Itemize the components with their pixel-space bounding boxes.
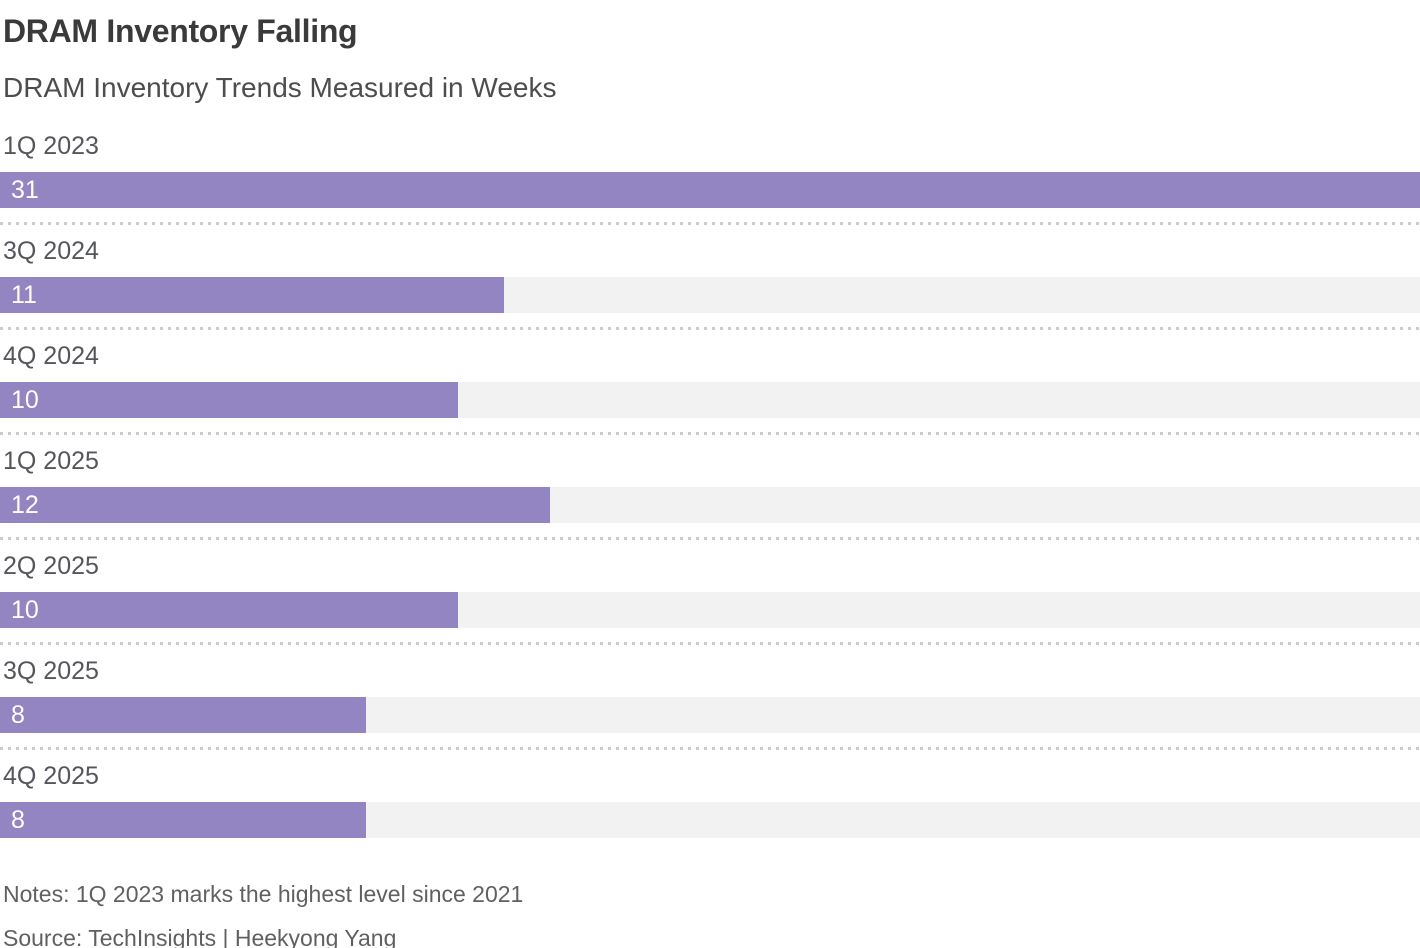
bar: 11 bbox=[0, 277, 504, 313]
chart-subtitle: DRAM Inventory Trends Measured in Weeks bbox=[3, 72, 557, 103]
bar-value-label: 11 bbox=[11, 280, 37, 309]
chart-row: 1Q 2023 31 bbox=[0, 132, 1420, 208]
row-separator bbox=[0, 537, 1420, 540]
bar: 10 bbox=[0, 382, 459, 418]
bar: 31 bbox=[0, 172, 1420, 208]
bar: 8 bbox=[0, 697, 367, 733]
row-separator bbox=[0, 327, 1420, 330]
bar-value-label: 10 bbox=[11, 385, 39, 414]
bar-track: 10 bbox=[0, 382, 1420, 418]
chart-row: 4Q 2025 8 bbox=[0, 762, 1420, 838]
bar-track: 31 bbox=[0, 172, 1420, 208]
category-label: 3Q 2024 bbox=[3, 237, 99, 265]
category-label: 3Q 2025 bbox=[3, 657, 99, 685]
chart-title: DRAM Inventory Falling bbox=[3, 13, 358, 49]
category-label: 1Q 2023 bbox=[3, 132, 99, 160]
bar: 8 bbox=[0, 802, 367, 838]
bar-track: 8 bbox=[0, 697, 1420, 733]
bar-value-label: 8 bbox=[11, 700, 25, 729]
chart-notes: Notes: 1Q 2023 marks the highest level s… bbox=[3, 881, 524, 907]
bar-value-label: 10 bbox=[11, 595, 39, 624]
category-label: 4Q 2024 bbox=[3, 342, 99, 370]
chart-row: 3Q 2024 11 bbox=[0, 237, 1420, 313]
category-label: 2Q 2025 bbox=[3, 552, 99, 580]
chart-row: 4Q 2024 10 bbox=[0, 342, 1420, 418]
bar-value-label: 8 bbox=[11, 805, 25, 834]
bar-value-label: 31 bbox=[11, 175, 39, 204]
chart-row: 1Q 2025 12 bbox=[0, 447, 1420, 523]
bar-track: 11 bbox=[0, 277, 1420, 313]
chart-row: 2Q 2025 10 bbox=[0, 552, 1420, 628]
row-separator bbox=[0, 642, 1420, 645]
chart-row: 3Q 2025 8 bbox=[0, 657, 1420, 733]
row-separator bbox=[0, 432, 1420, 435]
category-label: 4Q 2025 bbox=[3, 762, 99, 790]
category-label: 1Q 2025 bbox=[3, 447, 99, 475]
row-separator bbox=[0, 747, 1420, 750]
bar-track: 12 bbox=[0, 487, 1420, 523]
chart-source: Source: TechInsights | Heekyong Yang bbox=[3, 925, 397, 948]
bar-track: 10 bbox=[0, 592, 1420, 628]
bar: 12 bbox=[0, 487, 550, 523]
bar: 10 bbox=[0, 592, 459, 628]
bar-track: 8 bbox=[0, 802, 1420, 838]
row-separator bbox=[0, 222, 1420, 225]
bar-value-label: 12 bbox=[11, 490, 39, 519]
chart-rows: 1Q 2023 31 3Q 2024 11 4Q 2024 10 1Q 2025 12 2Q 2… bbox=[0, 132, 1420, 838]
